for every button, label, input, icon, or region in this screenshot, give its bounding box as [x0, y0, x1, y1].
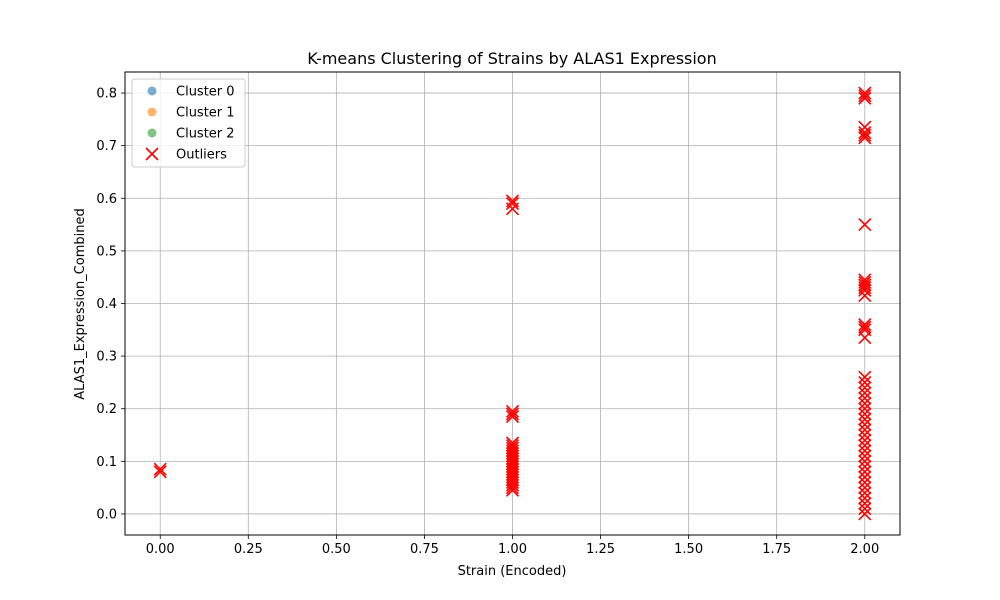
outlier-point: [858, 412, 872, 426]
y-tick-label: 0.5: [96, 244, 117, 259]
outlier-point: [858, 131, 872, 145]
outlier-point: [858, 491, 872, 505]
outlier-point: [858, 89, 872, 103]
outlier-point: [858, 502, 872, 516]
x-tick-label: 0.50: [322, 542, 351, 557]
legend-box: [131, 78, 246, 168]
chart-title: K-means Clustering of Strains by ALAS1 E…: [307, 49, 716, 68]
y-tick-label: 0.3: [96, 350, 117, 365]
x-tick-label: 2.00: [850, 542, 879, 557]
x-tick-label: 1.25: [586, 542, 615, 557]
legend-entry: Cluster 2: [147, 127, 235, 142]
outlier-point: [858, 120, 872, 134]
outlier-point: [858, 323, 872, 337]
outlier-point: [858, 465, 872, 479]
axis-ticks: 0.00 0.25 0.50 0.75 1.00 1.25 1.50 1.75 2.00 0.0 0…: [96, 87, 879, 557]
outlier-point: [505, 441, 520, 455]
x-tick-label: 0.00: [146, 542, 175, 557]
outlier-point: [505, 196, 520, 211]
outlier-point: [505, 407, 520, 421]
outlier-point: [505, 436, 520, 450]
outlier-point: [858, 428, 872, 442]
outlier-point: [858, 438, 872, 453]
outlier-point: [858, 86, 872, 100]
legend: Cluster 0 Cluster 1 Cluster 2 Outliers: [131, 78, 246, 168]
outlier-point: [858, 391, 872, 405]
outlier-point: [858, 454, 872, 468]
outlier-point: [505, 410, 520, 424]
y-tick-label: 0.2: [96, 402, 117, 417]
y-tick-label: 0.1: [96, 455, 117, 470]
outlier-point: [858, 486, 872, 500]
outlier-point: [858, 218, 872, 232]
x-tick-label: 1.75: [762, 542, 791, 557]
legend-label: Cluster 1: [176, 106, 235, 121]
x-tick-label: 1.50: [674, 542, 703, 557]
x-tick-label: 0.75: [410, 542, 439, 557]
x-tick-label: 0.25: [234, 542, 263, 557]
outlier-point: [858, 396, 872, 411]
outlier-point: [858, 273, 872, 287]
legend-marker: [147, 86, 157, 96]
data-points: [153, 86, 872, 521]
outlier-point: [858, 475, 872, 489]
outlier-point: [505, 194, 520, 208]
legend-entry: Cluster 0: [147, 85, 235, 100]
outlier-point: [505, 438, 520, 453]
outlier-point: [858, 417, 872, 432]
outlier-point: [858, 370, 872, 384]
outlier-point: [858, 278, 872, 292]
outlier-point: [858, 470, 872, 484]
y-tick-label: 0.6: [96, 192, 117, 207]
outlier-point: [858, 320, 872, 334]
legend-marker: [147, 128, 157, 138]
outlier-point: [858, 444, 872, 458]
legend-label: Cluster 2: [176, 127, 235, 142]
outlier-point: [505, 404, 520, 418]
outlier-point: [153, 462, 167, 476]
outlier-point: [858, 481, 872, 495]
y-tick-label: 0.0: [96, 507, 117, 522]
outlier-point: [858, 275, 872, 290]
outlier-point: [153, 465, 167, 479]
legend-label: Outliers: [176, 148, 227, 163]
legend-entry: Cluster 1: [147, 106, 235, 121]
outlier-point: [858, 317, 872, 332]
x-axis-label: Strain (Encoded): [458, 564, 567, 579]
outlier-point: [858, 496, 872, 510]
outlier-point: [858, 460, 872, 474]
outlier-point: [858, 507, 872, 521]
legend-entry: Outliers: [145, 147, 227, 163]
outlier-point: [858, 386, 872, 400]
y-tick-label: 0.7: [96, 139, 117, 154]
outlier-point: [858, 402, 872, 416]
outlier-point: [858, 407, 872, 421]
outlier-point: [858, 433, 872, 447]
outlier-point: [858, 423, 872, 437]
outlier-point: [858, 449, 872, 463]
outlier-point: [858, 375, 872, 389]
legend-x-marker: [145, 147, 159, 161]
y-axis-label: ALAS1_Expression_Combined: [73, 208, 88, 399]
y-tick-label: 0.8: [96, 87, 117, 102]
outlier-point: [858, 381, 872, 395]
y-tick-label: 0.4: [96, 297, 117, 312]
outlier-point: [858, 125, 872, 140]
outlier-point: [858, 91, 872, 105]
x-tick-label: 1.00: [498, 542, 527, 557]
legend-label: Cluster 0: [176, 85, 235, 100]
legend-marker: [147, 107, 157, 117]
